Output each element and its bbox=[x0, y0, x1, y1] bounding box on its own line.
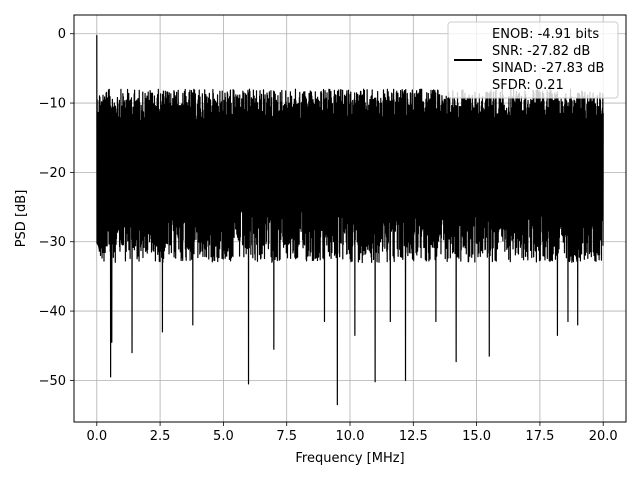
y-tick-label: 0 bbox=[58, 27, 66, 42]
y-tick-label: −20 bbox=[39, 166, 66, 181]
y-tick-label: −50 bbox=[39, 374, 66, 389]
x-tick-label: 5.0 bbox=[213, 429, 234, 444]
x-tick-label: 10.0 bbox=[336, 429, 365, 444]
x-axis-ticks: 0.0 2.5 5.0 7.5 10.0 12.5 15.0 17.5 20.0 bbox=[86, 422, 618, 444]
legend-entry-line: SFDR: 0.21 bbox=[492, 78, 564, 93]
series-psd bbox=[96, 35, 604, 406]
x-tick-label: 17.5 bbox=[525, 429, 554, 444]
legend-entry-line: SINAD: -27.83 dB bbox=[492, 61, 604, 76]
x-tick-label: 0.0 bbox=[86, 429, 107, 444]
legend-entry-line: ENOB: -4.91 bits bbox=[492, 27, 599, 42]
y-tick-label: −10 bbox=[39, 97, 66, 112]
y-axis-label: PSD [dB] bbox=[14, 190, 29, 248]
y-tick-label: −30 bbox=[39, 235, 66, 250]
x-tick-label: 20.0 bbox=[589, 429, 618, 444]
psd-line bbox=[96, 35, 604, 406]
x-axis-label: Frequency [MHz] bbox=[295, 451, 404, 466]
y-tick-label: −40 bbox=[39, 305, 66, 320]
legend: ENOB: -4.91 bits SNR: -27.82 dB SINAD: -27… bbox=[447, 21, 619, 99]
legend-entry-line: SNR: -27.82 dB bbox=[492, 44, 590, 59]
x-tick-label: 7.5 bbox=[276, 429, 297, 444]
x-tick-label: 2.5 bbox=[150, 429, 171, 444]
legend-box bbox=[447, 21, 619, 99]
x-tick-label: 15.0 bbox=[462, 429, 491, 444]
legend-entries: ENOB: -4.91 bits SNR: -27.82 dB SINAD: -27… bbox=[492, 27, 604, 93]
x-tick-label: 12.5 bbox=[399, 429, 428, 444]
y-axis-ticks: 0 −10 −20 −30 −40 −50 bbox=[39, 27, 74, 389]
